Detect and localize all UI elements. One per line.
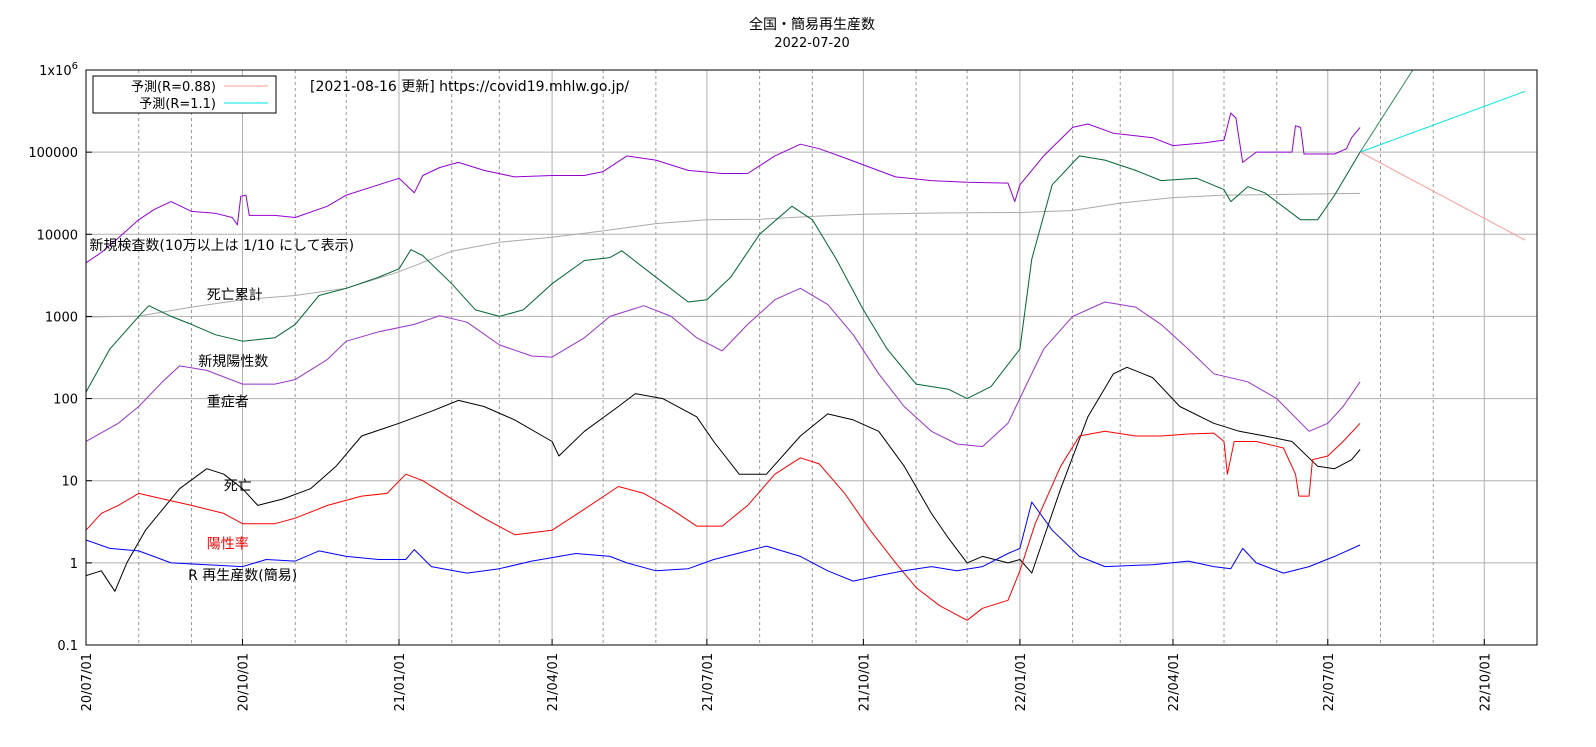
series-death-cumulative — [86, 192, 1361, 318]
source-note: [2021-08-16 更新] https://covid19.mhlw.go.… — [310, 79, 629, 95]
series-positivity — [86, 422, 1361, 621]
grid-lines — [85, 69, 1537, 646]
axis-ticks: 0.1 1 10 100 1000 10000 100000 1x106 20/07/01 20/… — [28, 61, 1493, 711]
x-tick-label: 22/01/01 — [1014, 653, 1029, 711]
y-tick-label: 10 — [61, 475, 78, 490]
series-r — [86, 501, 1361, 582]
y-tick-label: 100 — [53, 393, 78, 408]
legend-box — [92, 75, 277, 114]
y-tick-label: 100000 — [28, 146, 78, 161]
x-tick-label: 21/01/01 — [393, 653, 408, 711]
chart-subtitle: 2022-07-20 — [774, 36, 850, 51]
annotation-label: 重症者 — [207, 395, 249, 411]
annotation-label: 陽性率 — [207, 535, 249, 552]
series-forecast-r0-88 — [1359, 151, 1526, 241]
x-tick-label: 20/10/01 — [236, 653, 251, 711]
series-group — [86, 70, 1526, 621]
plot-frame — [85, 69, 1538, 646]
series-deaths — [86, 366, 1361, 592]
annotation-label: 新規陽性数 — [198, 354, 268, 370]
y-tick-label: 1x106 — [39, 61, 78, 79]
y-tick-label: 10000 — [37, 228, 78, 243]
x-tick-label: 20/07/01 — [80, 653, 95, 711]
annotation-label: 死亡累計 — [207, 288, 263, 304]
x-tick-label: 22/04/01 — [1167, 653, 1182, 711]
x-tick-label: 21/10/01 — [857, 653, 872, 711]
x-tick-label: 22/10/01 — [1478, 653, 1493, 711]
legend-label-r11: 予測(R=1.1) — [139, 97, 216, 112]
series-severe — [86, 287, 1361, 448]
annotation-label: R 再生産数(簡易) — [188, 568, 297, 584]
annotations: 新規検査数(10万以上は 1/10 にして表示) 死亡累計新規陽性数重症者死亡陽性… — [89, 238, 354, 584]
x-tick-label: 21/04/01 — [546, 653, 561, 711]
y-tick-label: 1000 — [45, 310, 78, 325]
y-tick-label: 1 — [70, 557, 78, 572]
chart-title: 全国・簡易再生産数 — [749, 16, 875, 33]
legend-label-r088: 予測(R=0.88) — [131, 80, 216, 95]
legend: 予測(R=0.88) 予測(R=1.1) — [92, 75, 277, 114]
y-tick-label: 0.1 — [57, 639, 78, 654]
series-forecast-r1-1 — [1359, 90, 1526, 153]
annotation-label: 新規検査数(10万以上は 1/10 にして表示) — [89, 238, 354, 254]
x-tick-label: 22/07/01 — [1322, 653, 1337, 711]
series-new-positive — [86, 151, 1361, 400]
x-tick-label: 21/07/01 — [701, 653, 716, 711]
y-tick-superscript: 6 — [72, 61, 78, 72]
series-positive-projection — [1359, 70, 1414, 153]
series-tests — [86, 112, 1361, 264]
annotation-label: 死亡 — [224, 479, 252, 495]
